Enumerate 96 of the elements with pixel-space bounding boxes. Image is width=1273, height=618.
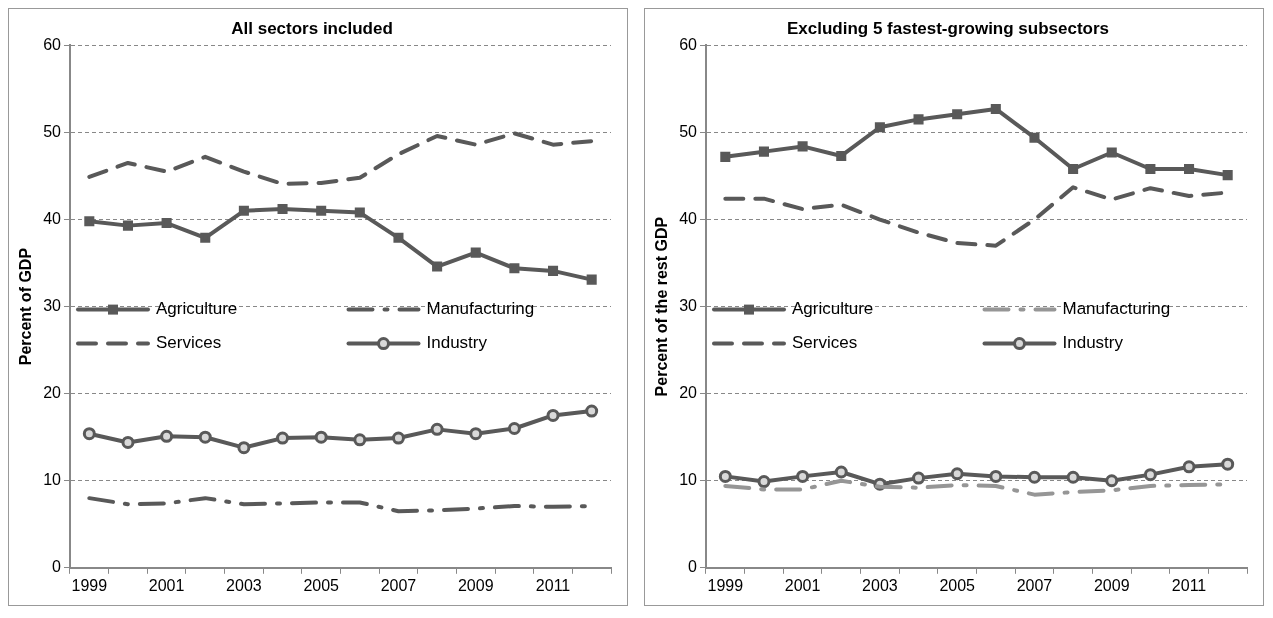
point: [121, 435, 135, 449]
y-tick-label: 50: [679, 122, 698, 140]
point: [509, 263, 520, 274]
point: [952, 109, 963, 120]
x-tick-label: 2009: [457, 576, 494, 594]
y-tick-label: 10: [43, 471, 62, 489]
x-tick-label: 2005: [939, 576, 976, 594]
y-tick-label: 50: [43, 122, 62, 140]
point: [122, 220, 133, 231]
point: [1068, 164, 1079, 175]
legend-label: Services: [792, 333, 858, 353]
point: [84, 216, 95, 227]
point: [430, 422, 444, 436]
point: [198, 430, 212, 444]
legend-label: Services: [156, 333, 222, 353]
x-tick-label: 2007: [1016, 576, 1053, 594]
point: [200, 232, 211, 243]
point: [82, 427, 96, 441]
point: [586, 274, 597, 285]
point: [548, 265, 559, 276]
point: [989, 469, 1003, 483]
point: [796, 469, 810, 483]
x-tick-label: 1999: [707, 576, 744, 594]
legend-label: Agriculture: [792, 299, 874, 319]
y-tick-label: 40: [679, 209, 698, 227]
point: [160, 429, 174, 443]
point: [797, 141, 808, 152]
x-tick-label: 1999: [71, 576, 108, 594]
point: [1029, 132, 1040, 143]
point: [469, 427, 483, 441]
y-axis-title: Percent of the rest GDP: [653, 216, 671, 397]
y-tick-label: 40: [43, 209, 62, 227]
point: [238, 205, 249, 216]
point: [276, 431, 290, 445]
point: [990, 103, 1001, 114]
legend-label: Industry: [426, 333, 488, 353]
point: [161, 217, 172, 229]
y-axis-title: Percent of GDP: [17, 247, 35, 366]
y-tick-label: 20: [679, 384, 698, 402]
point: [1143, 468, 1157, 482]
point: [834, 465, 848, 479]
point: [354, 207, 365, 218]
y-tick-label: 0: [688, 558, 698, 576]
point: [874, 122, 885, 133]
point: [1221, 457, 1235, 471]
point: [391, 431, 405, 445]
point: [432, 261, 443, 272]
y-tick-label: 30: [43, 297, 62, 315]
x-tick-label: 2003: [862, 576, 898, 594]
point: [1222, 170, 1233, 181]
point: [720, 151, 731, 162]
point: [950, 467, 964, 481]
y-tick-label: 20: [43, 384, 62, 402]
legend-label: Agriculture: [156, 299, 238, 319]
point: [546, 408, 560, 422]
point: [718, 469, 732, 483]
point: [1105, 474, 1119, 488]
point: [757, 475, 771, 489]
y-tick-label: 60: [679, 35, 698, 53]
legend-label: Manufacturing: [426, 299, 535, 319]
point: [316, 205, 327, 216]
legend-label: Industry: [1062, 333, 1124, 353]
point: [393, 232, 404, 243]
x-tick-label: 2001: [784, 576, 821, 594]
point: [237, 441, 251, 455]
point: [1106, 147, 1117, 158]
x-tick-label: 2011: [535, 576, 571, 594]
legend-label: Manufacturing: [1062, 299, 1171, 319]
x-tick-label: 2009: [1093, 576, 1130, 594]
x-tick-label: 2011: [1171, 576, 1207, 594]
y-tick-label: 30: [679, 297, 698, 315]
point: [758, 146, 769, 157]
x-tick-label: 2001: [148, 576, 185, 594]
point: [353, 433, 367, 447]
point: [1145, 164, 1156, 175]
point: [1182, 460, 1196, 474]
point: [507, 421, 521, 435]
x-tick-label: 2005: [303, 576, 340, 594]
line-series: [87, 131, 594, 186]
point: [1066, 470, 1080, 484]
y-tick-label: 10: [679, 471, 698, 489]
point: [912, 471, 926, 485]
point: [277, 204, 288, 215]
chart-title: Excluding 5 fastest-growing subsectors: [786, 18, 1110, 38]
x-tick-label: 2003: [226, 576, 262, 594]
point: [585, 404, 599, 418]
y-tick-label: 60: [43, 35, 62, 53]
point: [314, 430, 328, 444]
point: [836, 150, 847, 162]
point: [1027, 470, 1041, 484]
point: [913, 114, 924, 125]
x-tick-label: 2007: [380, 576, 417, 594]
y-tick-label: 0: [52, 558, 62, 576]
point: [470, 247, 481, 258]
point: [1184, 164, 1195, 175]
chart-title: All sectors included: [231, 18, 393, 38]
